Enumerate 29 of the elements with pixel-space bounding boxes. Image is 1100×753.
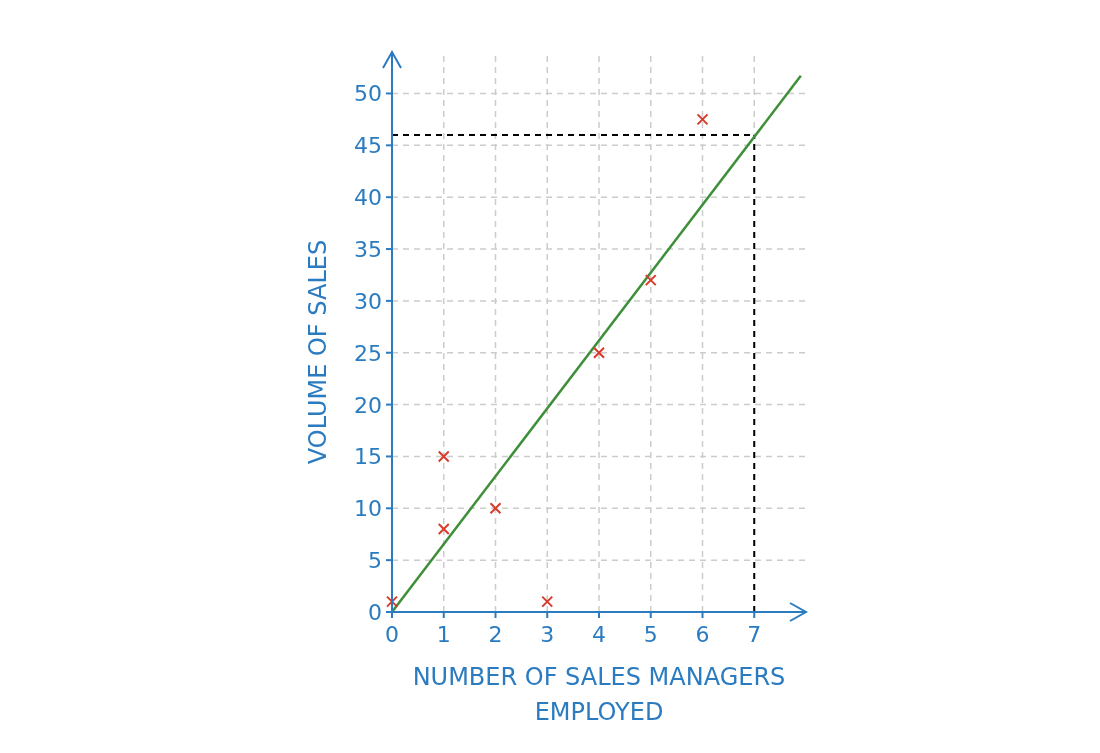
point	[541, 595, 554, 608]
x-tick-label: 7	[747, 622, 762, 647]
x-tick-label: 2	[488, 622, 503, 647]
y-tick-label: 10	[354, 496, 382, 522]
point	[644, 274, 657, 287]
y-tick-label: 5	[368, 548, 382, 574]
x-tick-label: 1	[436, 622, 451, 647]
point	[437, 523, 450, 536]
x-tick-label: 0	[385, 622, 399, 647]
x-tick-label: 4	[592, 622, 606, 647]
x-axis-title: NUMBER OF SALES MANAGERS EMPLOYED	[412, 663, 786, 726]
y-tick-label: 0	[368, 600, 382, 625]
y-tick-label: 45	[354, 133, 382, 159]
point	[437, 450, 450, 463]
y-tick-label: 20	[354, 392, 382, 418]
y-tick-label: 35	[354, 237, 382, 263]
y-axis-title: VOLUME OF SALES	[304, 239, 332, 465]
x-tick-label: 5	[643, 622, 658, 647]
y-tick-label: 15	[354, 444, 382, 470]
y-tick-label: 40	[354, 185, 382, 211]
x-tick-label: 3	[540, 622, 555, 647]
x-tick-label: 6	[695, 622, 710, 647]
point	[696, 113, 709, 126]
point	[386, 595, 398, 608]
y-tick-label: 50	[354, 81, 382, 107]
point	[593, 346, 605, 359]
y-tick-label: 30	[354, 288, 382, 314]
y-tick-label: 25	[354, 340, 382, 366]
point	[489, 502, 502, 515]
